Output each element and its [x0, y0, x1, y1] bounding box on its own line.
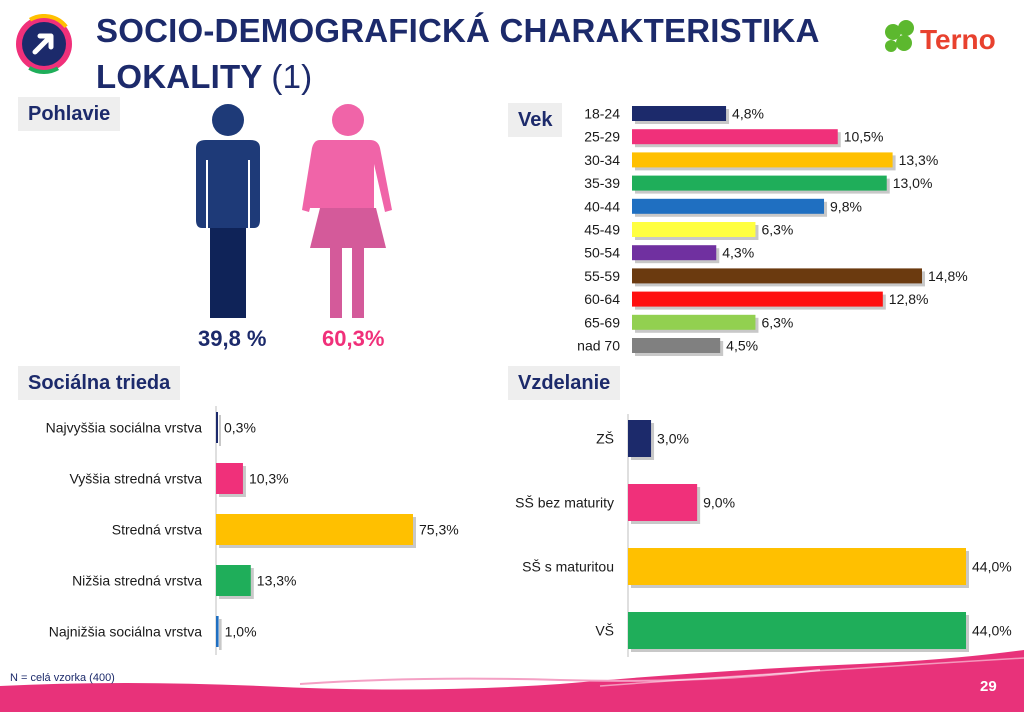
- category-label: 50-54: [584, 245, 620, 261]
- category-label: 60-64: [584, 291, 620, 307]
- section-vek: Vek: [508, 103, 563, 137]
- bar: [216, 412, 218, 443]
- data-label: 0,3%: [224, 420, 256, 436]
- category-label: 25-29: [584, 129, 620, 145]
- vek-chart: 18-24 4,8% 25-29 10,5% 30-34 13,3% 35-39 13,0% 4…: [577, 106, 968, 356]
- bar: [632, 175, 887, 191]
- bar: [628, 484, 698, 521]
- data-label: 6,3%: [761, 314, 793, 330]
- data-label: 14,8%: [928, 268, 968, 284]
- data-label: 4,8%: [732, 106, 764, 122]
- bar: [216, 565, 251, 596]
- data-label: 12,8%: [889, 291, 929, 307]
- data-label: 1,0%: [225, 624, 257, 640]
- category-label: 18-24: [584, 106, 620, 122]
- data-label: 9,8%: [830, 198, 862, 214]
- bar: [632, 314, 756, 330]
- bar: [632, 245, 717, 261]
- category-label: SŠ bez maturity: [515, 495, 614, 511]
- data-label: 9,0%: [703, 495, 735, 511]
- data-label: 13,3%: [899, 152, 939, 168]
- category-label: 40-44: [584, 198, 620, 214]
- brand-name: Terno: [920, 24, 996, 55]
- data-label: 4,5%: [726, 338, 758, 354]
- bar: [632, 129, 838, 145]
- gender-pictogram: [196, 104, 392, 318]
- title-suffix: (1): [271, 58, 313, 95]
- bar-shadow: [219, 619, 222, 650]
- section-vzdelanie: Vzdelanie: [508, 366, 621, 400]
- category-label: SŠ s maturitou: [522, 559, 614, 575]
- bar: [632, 152, 893, 168]
- section-pohlavie: Pohlavie: [18, 97, 121, 131]
- bar: [628, 548, 966, 585]
- vzdelanie-chart: ZŠ 3,0% SŠ bez maturity 9,0% SŠ s maturitou 4…: [515, 414, 1012, 657]
- bar: [632, 222, 756, 237]
- bar: [216, 616, 219, 647]
- page-number: 29: [980, 678, 997, 695]
- footer-band: [0, 650, 1024, 712]
- category-label: Stredná vrstva: [112, 522, 202, 538]
- category-label: Vyššia stredná vrstva: [69, 471, 202, 487]
- data-label: 10,5%: [844, 129, 884, 145]
- category-label: VŠ: [595, 623, 614, 639]
- category-label: Najnižšia sociálna vrstva: [49, 624, 202, 640]
- data-label: 10,3%: [249, 471, 289, 487]
- data-label: 13,3%: [257, 573, 297, 589]
- bar: [632, 291, 883, 307]
- bar: [628, 612, 966, 649]
- data-label: 4,3%: [722, 245, 754, 261]
- female-percent: 60,3%: [322, 326, 385, 351]
- data-label: 44,0%: [972, 623, 1012, 639]
- male-percent: 39,8 %: [198, 326, 267, 351]
- bar: [216, 463, 243, 494]
- data-label: 6,3%: [761, 222, 793, 238]
- category-label: 45-49: [584, 222, 620, 238]
- male-figure-icon: [196, 104, 260, 318]
- data-label: 13,0%: [893, 175, 933, 191]
- category-label: ZŠ: [596, 431, 614, 447]
- clover-icon: [885, 20, 914, 52]
- category-label: 55-59: [584, 268, 620, 284]
- female-figure-icon: [302, 104, 392, 318]
- data-label: 75,3%: [419, 522, 459, 538]
- category-label: 35-39: [584, 175, 620, 191]
- category-label: 30-34: [584, 152, 620, 168]
- agency-logo-icon: [14, 14, 74, 74]
- bar: [632, 338, 721, 353]
- title-main: SOCIO-DEMOGRAFICKÁ CHARAKTERISTIKA LOKAL…: [96, 12, 819, 95]
- socialna-trieda-chart: Najvyššia sociálna vrstva 0,3% Vyššia stre…: [46, 406, 459, 655]
- sample-footnote: N = celá vzorka (400): [10, 672, 115, 684]
- section-socialna-trieda: Sociálna trieda: [18, 366, 181, 400]
- category-label: Nižšia stredná vrstva: [72, 573, 202, 589]
- page-title: SOCIO-DEMOGRAFICKÁ CHARAKTERISTIKA LOKAL…: [96, 8, 856, 100]
- category-label: 65-69: [584, 314, 620, 330]
- data-label: 3,0%: [657, 431, 689, 447]
- bar: [632, 106, 727, 121]
- bar: [632, 268, 922, 284]
- category-label: nad 70: [577, 338, 620, 354]
- data-label: 44,0%: [972, 559, 1012, 575]
- bar: [216, 514, 413, 545]
- bar: [632, 198, 825, 214]
- brand-logo: Terno: [885, 20, 996, 55]
- category-label: Najvyššia sociálna vrstva: [46, 420, 203, 436]
- bar-shadow: [219, 415, 221, 446]
- bar: [628, 420, 652, 457]
